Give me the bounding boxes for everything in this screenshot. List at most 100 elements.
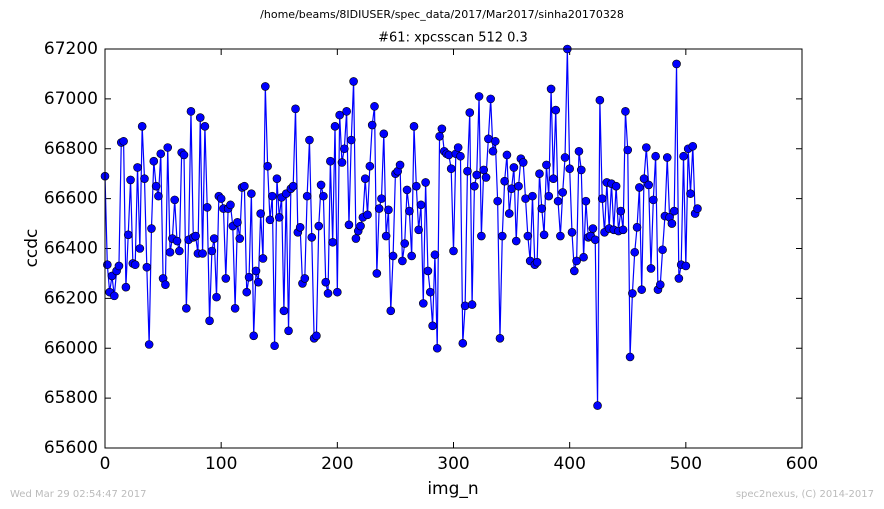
data-point [549,174,558,183]
data-point [319,191,328,201]
data-point [314,221,324,231]
data-point [630,247,640,257]
data-point [274,213,284,222]
data-point [346,135,356,145]
data-point [163,143,173,152]
data-point [649,195,658,205]
data-point [265,215,275,225]
data-point [165,247,175,257]
data-point [565,164,574,173]
data-point [251,266,261,276]
data-point [588,224,598,233]
data-point [460,301,470,311]
y-axis-label: ccdc [22,229,42,268]
data-point [477,231,486,241]
data-point [172,236,182,246]
data-point [669,206,679,216]
data-point [195,113,205,122]
data-point [581,196,591,206]
data-point [170,195,179,205]
data-point [240,181,249,191]
data-point [514,181,523,191]
data-point [435,131,444,141]
footer-left: Wed Mar 29 02:54:47 2017 [10,489,146,500]
x-tick-label: 400 [553,454,585,474]
data-point [518,158,528,167]
data-point [270,341,279,351]
data-point [542,160,551,170]
data-point [207,246,217,256]
data-point [254,277,263,287]
data-point [302,191,312,201]
data-point [288,181,298,191]
data-point [119,136,128,146]
data-point [386,306,396,316]
x-tick-label: 100 [205,454,237,474]
data-point [205,316,214,326]
data-point [449,246,458,256]
data-point [151,181,161,191]
data-point [235,234,245,243]
data-line [104,48,698,406]
data-point [326,156,335,166]
data-point [623,145,633,155]
data-point [384,205,393,215]
data-point [412,181,421,191]
data-point [688,141,698,151]
data-point [249,331,258,341]
data-point [576,165,586,175]
data-point [295,223,305,232]
data-point [551,105,561,115]
data-point [363,210,372,220]
data-point [488,146,498,156]
data-point [379,129,389,139]
data-point [635,183,644,192]
data-point [532,257,542,267]
data-point [556,231,565,241]
data-point [679,151,688,161]
data-point [291,104,300,114]
data-point [472,170,482,180]
data-point [539,230,549,240]
data-point [216,194,226,203]
data-point [144,340,154,349]
chart-title: /home/beams/8IDIUSER/spec_data/2017/Mar2… [260,8,624,21]
data-point [467,300,477,309]
data-point [147,224,156,233]
data-point [658,245,667,255]
data-point [567,227,577,237]
data-point [349,77,358,86]
data-point [502,150,512,160]
data-point [458,338,468,348]
data-point [381,231,391,241]
data-point [186,107,196,116]
data-point [200,122,210,131]
data-point [693,204,702,213]
data-point [560,153,570,162]
data-point [272,174,282,183]
data-point [305,135,314,145]
data-point [328,237,337,247]
y-tick-label: 66400 [44,239,98,259]
data-point [133,163,142,172]
data-point [233,218,242,227]
data-point [590,235,600,245]
data-point [495,333,505,343]
y-tick-label: 67200 [44,39,98,59]
y-tick-label: 66600 [44,189,98,209]
data-point [212,292,221,302]
data-point [535,169,544,178]
data-point [398,256,407,266]
data-point [400,239,410,248]
data-point [453,143,463,152]
data-point [637,285,646,294]
data-point [209,234,219,243]
data-point [323,289,333,298]
data-point [616,206,626,216]
data-point [388,251,398,261]
data-point [284,326,293,336]
data-point [114,261,124,271]
data-point [618,225,628,235]
data-point [344,220,354,230]
